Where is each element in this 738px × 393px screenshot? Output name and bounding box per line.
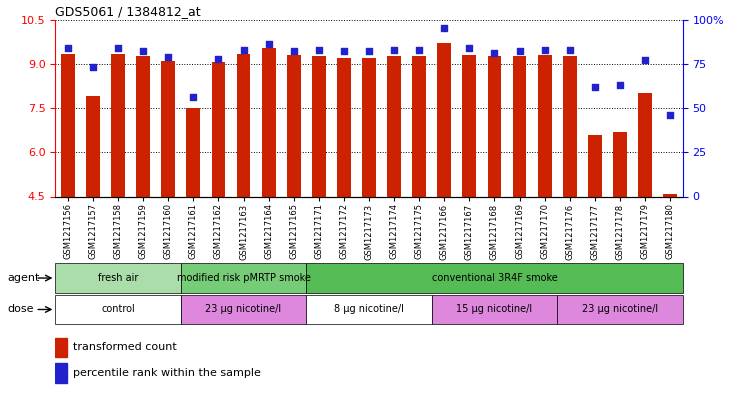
- Text: fresh air: fresh air: [98, 273, 138, 283]
- Text: control: control: [101, 305, 135, 314]
- Bar: [86, 96, 100, 196]
- Bar: [638, 94, 652, 196]
- Bar: [55, 263, 181, 293]
- Point: [564, 47, 576, 53]
- Point: [338, 48, 350, 55]
- Point: [363, 48, 375, 55]
- Bar: [55, 338, 66, 357]
- Text: agent: agent: [7, 273, 40, 283]
- Text: 23 μg nicotine/l: 23 μg nicotine/l: [582, 305, 658, 314]
- Bar: [162, 61, 175, 196]
- Bar: [111, 53, 125, 196]
- Bar: [306, 295, 432, 324]
- Text: percentile rank within the sample: percentile rank within the sample: [73, 368, 261, 378]
- Text: GDS5061 / 1384812_at: GDS5061 / 1384812_at: [55, 6, 201, 18]
- Point: [438, 26, 450, 32]
- Text: modified risk pMRTP smoke: modified risk pMRTP smoke: [176, 273, 311, 283]
- Bar: [463, 55, 476, 196]
- Point: [614, 82, 626, 88]
- Bar: [432, 295, 557, 324]
- Bar: [362, 58, 376, 196]
- Bar: [663, 193, 677, 196]
- Bar: [488, 57, 501, 196]
- Bar: [181, 263, 306, 293]
- Bar: [187, 108, 200, 196]
- Bar: [55, 295, 181, 324]
- Bar: [413, 57, 426, 196]
- Point: [589, 84, 601, 90]
- Bar: [55, 363, 66, 383]
- Text: 8 μg nicotine/l: 8 μg nicotine/l: [334, 305, 404, 314]
- Bar: [306, 263, 683, 293]
- Point: [664, 112, 676, 118]
- Text: dose: dose: [7, 305, 34, 314]
- Bar: [613, 132, 627, 196]
- Bar: [61, 53, 75, 196]
- Point: [288, 48, 300, 55]
- Point: [162, 53, 174, 60]
- Text: conventional 3R4F smoke: conventional 3R4F smoke: [432, 273, 557, 283]
- Point: [238, 47, 249, 53]
- Bar: [588, 134, 601, 196]
- Text: transformed count: transformed count: [73, 342, 176, 353]
- Point: [463, 45, 475, 51]
- Bar: [513, 57, 526, 196]
- Text: 23 μg nicotine/l: 23 μg nicotine/l: [205, 305, 282, 314]
- Bar: [563, 57, 576, 196]
- Text: 15 μg nicotine/l: 15 μg nicotine/l: [456, 305, 533, 314]
- Point: [62, 45, 74, 51]
- Bar: [312, 57, 325, 196]
- Point: [112, 45, 124, 51]
- Bar: [262, 48, 275, 196]
- Bar: [237, 53, 250, 196]
- Bar: [287, 55, 300, 196]
- Bar: [438, 43, 451, 196]
- Bar: [337, 58, 351, 196]
- Point: [539, 47, 551, 53]
- Bar: [212, 62, 225, 196]
- Point: [639, 57, 651, 63]
- Bar: [557, 295, 683, 324]
- Point: [213, 55, 224, 62]
- Point: [87, 64, 99, 70]
- Point: [413, 47, 425, 53]
- Point: [313, 47, 325, 53]
- Bar: [137, 57, 150, 196]
- Point: [137, 48, 149, 55]
- Bar: [181, 295, 306, 324]
- Point: [489, 50, 500, 56]
- Bar: [538, 55, 551, 196]
- Point: [514, 48, 525, 55]
- Point: [263, 41, 275, 48]
- Bar: [387, 57, 401, 196]
- Point: [187, 94, 199, 101]
- Point: [388, 47, 400, 53]
